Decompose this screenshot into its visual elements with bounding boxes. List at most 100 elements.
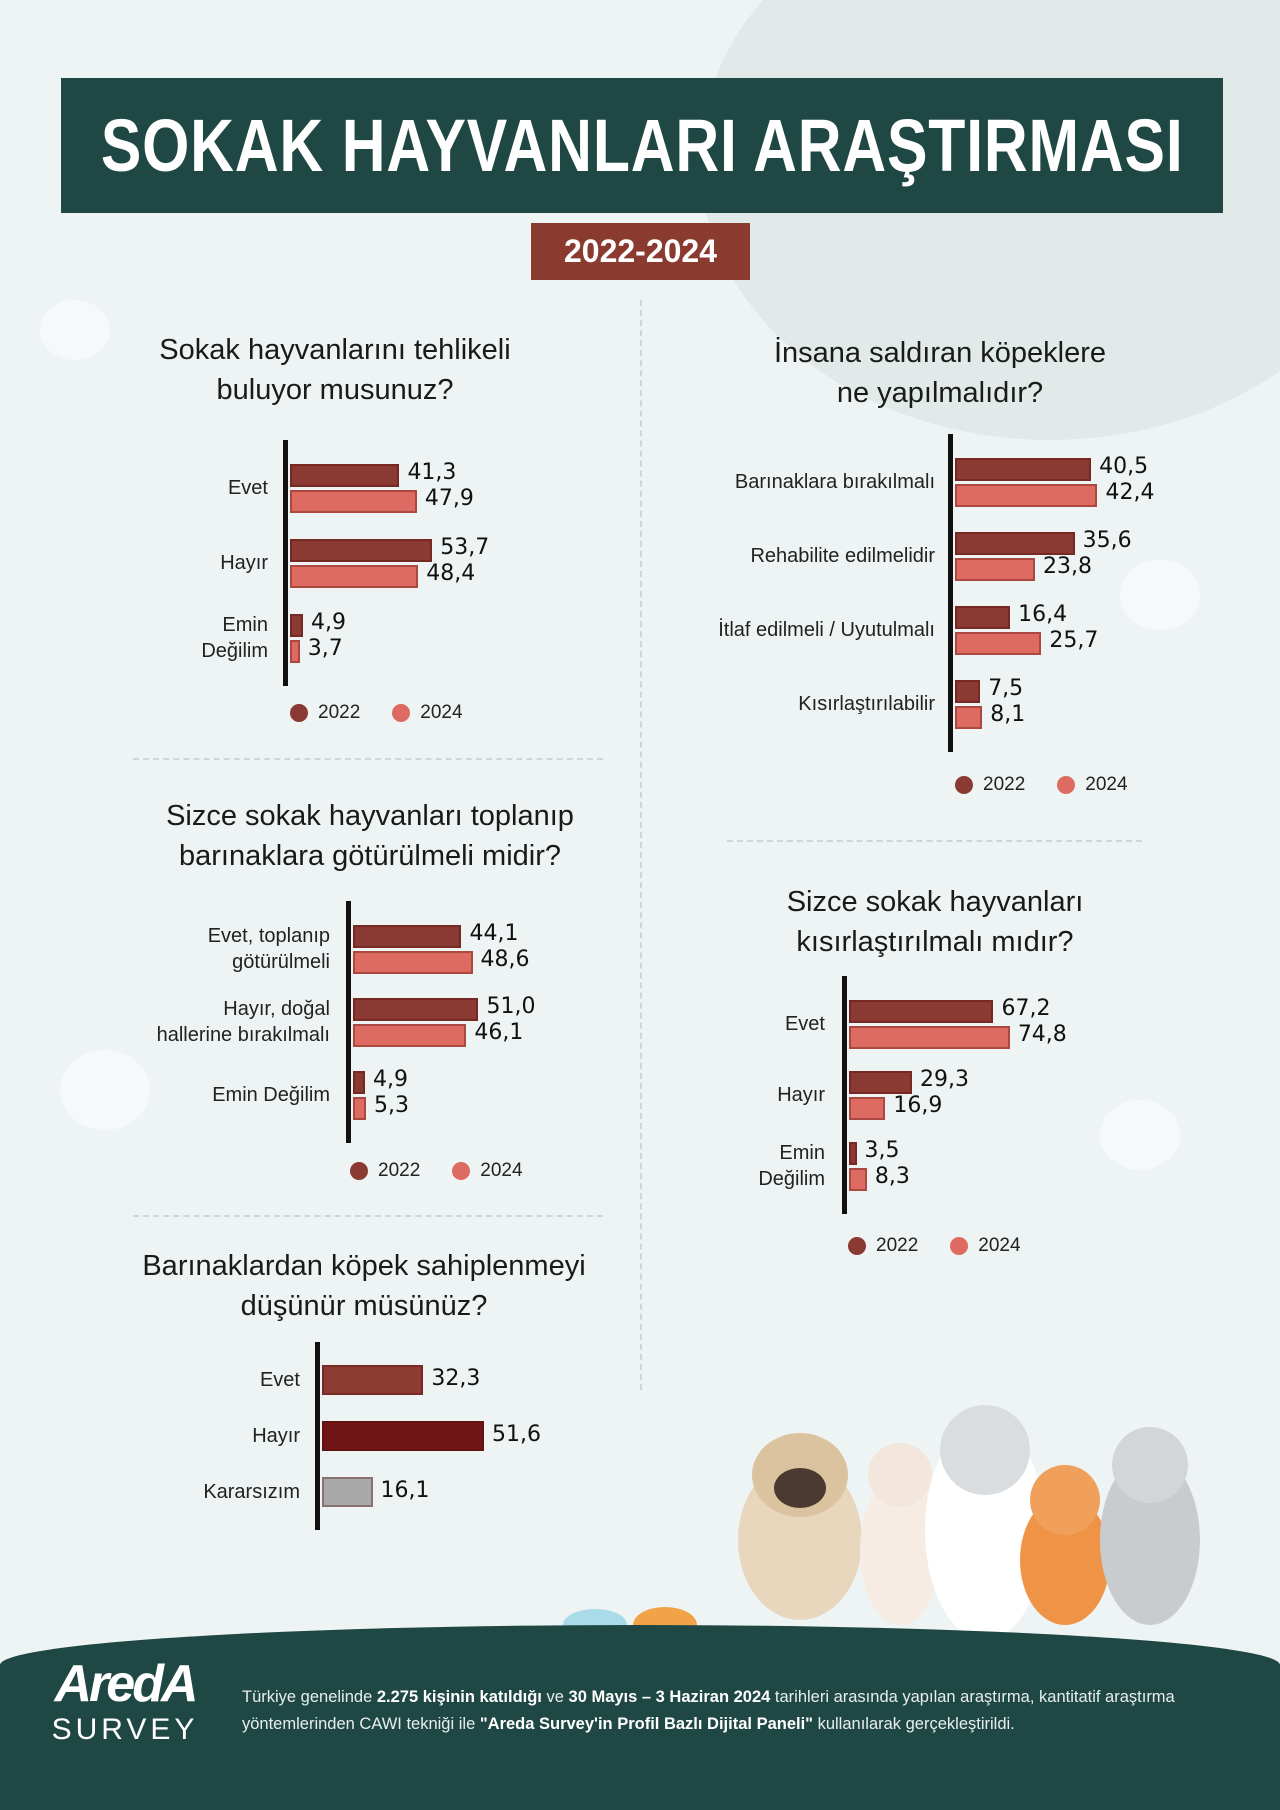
category-label-line: İtlaf edilmeli / Uyutulmalı <box>718 619 935 641</box>
bar-2022 <box>290 613 303 637</box>
data-label: 16,9 <box>893 1092 943 1118</box>
chart-legend: 2022 2024 <box>848 1235 1043 1257</box>
legend-swatch-2024 <box>452 1162 471 1180</box>
footer-text-segment: 30 Mayıs – 3 Haziran 2024 <box>568 1688 771 1706</box>
legend-label: 2024 <box>480 1160 523 1181</box>
category-label: Evet <box>28 475 268 501</box>
data-label: 16,4 <box>1018 601 1068 627</box>
legend-label: 2024 <box>978 1235 1021 1256</box>
paw-print-decoration <box>1100 1100 1180 1170</box>
bar-2022 <box>353 997 479 1021</box>
category-label: Emin Değilim <box>585 1140 825 1192</box>
bar-value <box>322 1365 424 1395</box>
page-title: SOKAK HAYVANLARI ARAŞTIRMASI <box>100 104 1184 187</box>
category-label: Rehabilite edilmelidir <box>695 543 935 569</box>
logo-subtext: SURVEY <box>51 1713 199 1746</box>
chart-legend: 2022 2024 <box>350 1160 545 1182</box>
data-label: 23,8 <box>1042 553 1092 579</box>
footer <box>0 1625 1280 1810</box>
legend-swatch-2022 <box>290 704 308 722</box>
category-label: Hayır <box>585 1082 825 1108</box>
category-label-line: Barınaklara bırakılmalı <box>734 471 935 493</box>
data-label: 25,7 <box>1049 627 1099 653</box>
data-label: 40,5 <box>1099 453 1149 479</box>
footer-text-segment: Türkiye genelinde <box>242 1688 377 1706</box>
data-label: 53,7 <box>440 534 490 560</box>
category-label-line: hallerine bırakılmalı <box>156 1024 330 1046</box>
category-label: Hayır <box>28 550 268 576</box>
bar-2024 <box>955 705 983 729</box>
divider <box>133 758 603 760</box>
chart-title-line: İnsana saldıran köpeklere <box>773 337 1107 369</box>
data-label: 74,8 <box>1017 1021 1067 1047</box>
data-label: 48,6 <box>480 946 530 972</box>
chart-title-line: düşünür müsünüz? <box>240 1290 488 1322</box>
data-label: 48,4 <box>426 560 476 586</box>
category-label-line: Hayır <box>777 1084 825 1106</box>
bar-value <box>322 1421 485 1451</box>
category-label-line: Evet <box>227 477 268 499</box>
chart-title-line: Sokak hayvanlarını tehlikeli <box>159 334 511 366</box>
chart-title: Sokak hayvanlarını tehlikeli buluyor musu… <box>75 330 595 410</box>
bar-2022 <box>353 924 462 948</box>
pets-illustration <box>738 1405 1200 1640</box>
footer-text-segment: kullanılarak gerçekleştirildi. <box>813 1715 1015 1733</box>
footer-text-segment: ve <box>541 1688 569 1706</box>
category-label-line: Değilim <box>201 640 268 662</box>
chart-legend: 2022 2024 <box>955 774 1150 796</box>
legend-swatch-2024 <box>1057 776 1076 794</box>
legend-swatch-2024 <box>950 1237 969 1255</box>
legend-label: 2022 <box>983 774 1026 795</box>
bar-2024 <box>353 950 473 974</box>
bar-2022 <box>955 531 1075 555</box>
category-label-line: Rehabilite edilmelidir <box>750 545 935 567</box>
chart-axis <box>283 440 288 686</box>
chart-axis <box>315 1342 320 1530</box>
data-label: 46,1 <box>474 1019 524 1045</box>
paw-print-decoration <box>1120 560 1200 630</box>
bar-2024 <box>290 489 417 513</box>
data-label: 44,1 <box>469 920 519 946</box>
legend-swatch-2022 <box>848 1237 866 1255</box>
bar-2022 <box>955 605 1011 629</box>
chart-title-line: barınaklara götürülmeli midir? <box>179 840 561 872</box>
divider <box>640 300 642 1390</box>
chart-title-line: ne yapılmalıdır? <box>836 377 1044 409</box>
footer-text-segment: "Areda Survey'in Profil Bazlı Dijital Pa… <box>479 1715 813 1733</box>
category-label-line: Evet <box>259 1369 300 1391</box>
category-label-line: Hayır <box>220 552 268 574</box>
data-label: 41,3 <box>407 459 457 485</box>
bar-2022 <box>353 1070 366 1094</box>
footer-methodology-text: Türkiye genelinde 2.275 kişinin katıldığ… <box>242 1684 1252 1738</box>
legend-label: 2024 <box>1085 774 1128 795</box>
bar-2024 <box>849 1167 867 1191</box>
bar-2024 <box>955 631 1042 655</box>
data-label: 35,6 <box>1082 527 1132 553</box>
chart-title-line: Barınaklardan köpek sahiplenmeyi <box>142 1250 586 1282</box>
logo-text: AredA <box>54 1655 198 1713</box>
category-label-line: Hayır, doğal <box>223 998 330 1020</box>
data-label: 29,3 <box>919 1066 969 1092</box>
bar-2024 <box>290 564 419 588</box>
category-label: İtlaf edilmeli / Uyutulmalı <box>695 617 935 643</box>
data-label: 42,4 <box>1105 479 1155 505</box>
data-label: 51,0 <box>486 993 536 1019</box>
category-label-line: Değilim <box>758 1168 825 1190</box>
category-label: Emin Değilim <box>28 612 268 664</box>
bar-2024 <box>955 557 1035 581</box>
data-label: 7,5 <box>988 675 1024 701</box>
chart-title-line: Sizce sokak hayvanları <box>786 886 1084 918</box>
data-label: 4,9 <box>373 1066 409 1092</box>
data-label: 67,2 <box>1001 995 1051 1021</box>
bar-2024 <box>849 1025 1010 1049</box>
divider <box>133 1215 603 1217</box>
bar-2024 <box>290 639 300 663</box>
data-label: 8,3 <box>874 1163 910 1189</box>
category-label-line: Evet <box>784 1013 825 1035</box>
chart-title: Sizce sokak hayvanları toplanıp barınakla… <box>110 796 630 876</box>
category-label: Emin Değilim <box>90 1082 330 1108</box>
data-label: 16,1 <box>380 1478 430 1503</box>
category-label: Hayır <box>60 1423 300 1449</box>
category-label-line: Evet, toplanıp <box>207 925 330 947</box>
chart-title-line: buluyor musunuz? <box>216 374 454 406</box>
